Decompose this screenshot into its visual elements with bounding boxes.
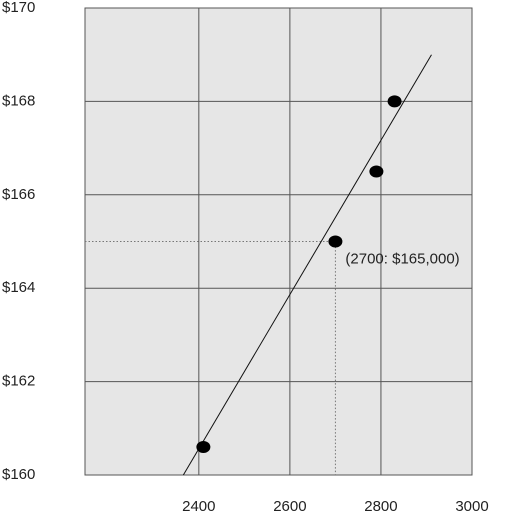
y-tick-label: $162 (2, 373, 35, 390)
y-tick-label: $170 (2, 0, 35, 16)
point (196, 440, 211, 453)
x-tick-label: 2600 (273, 498, 306, 515)
x-tick-label: 2400 (182, 498, 215, 515)
point (328, 235, 343, 248)
point (369, 165, 384, 178)
x-tick-label: 3000 (455, 498, 488, 515)
annotation: (2700: $165,000) (345, 250, 459, 267)
y-tick-label: $164 (2, 279, 35, 296)
trend-line (182, 54, 432, 476)
x-tick-label: 2800 (364, 498, 397, 515)
guide-line (85, 241, 336, 475)
y-tick-label: $168 (2, 92, 35, 109)
y-tick-label: $160 (2, 466, 35, 483)
y-tick-label: $166 (2, 186, 35, 203)
point (387, 95, 402, 108)
